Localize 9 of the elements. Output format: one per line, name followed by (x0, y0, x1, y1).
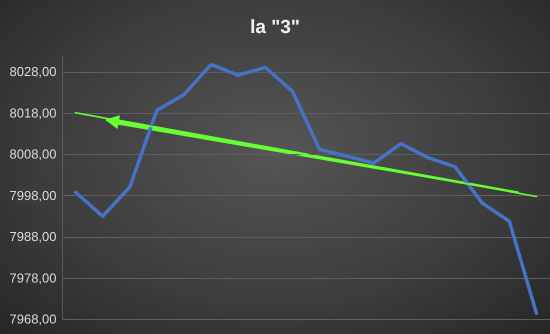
chart-title: la "3" (250, 17, 300, 38)
y-tick-label: 7978,00 (10, 270, 56, 286)
line-series (74, 62, 538, 315)
y-tick-label: 7988,00 (10, 229, 56, 244)
y-tick-label: 7998,00 (10, 188, 56, 203)
y-tick-label: 7968,00 (10, 312, 56, 326)
y-tick-label: 8028,00 (10, 64, 56, 79)
y-tick-label: 8018,00 (10, 105, 56, 120)
y-tick-label: 8008,00 (10, 146, 56, 162)
